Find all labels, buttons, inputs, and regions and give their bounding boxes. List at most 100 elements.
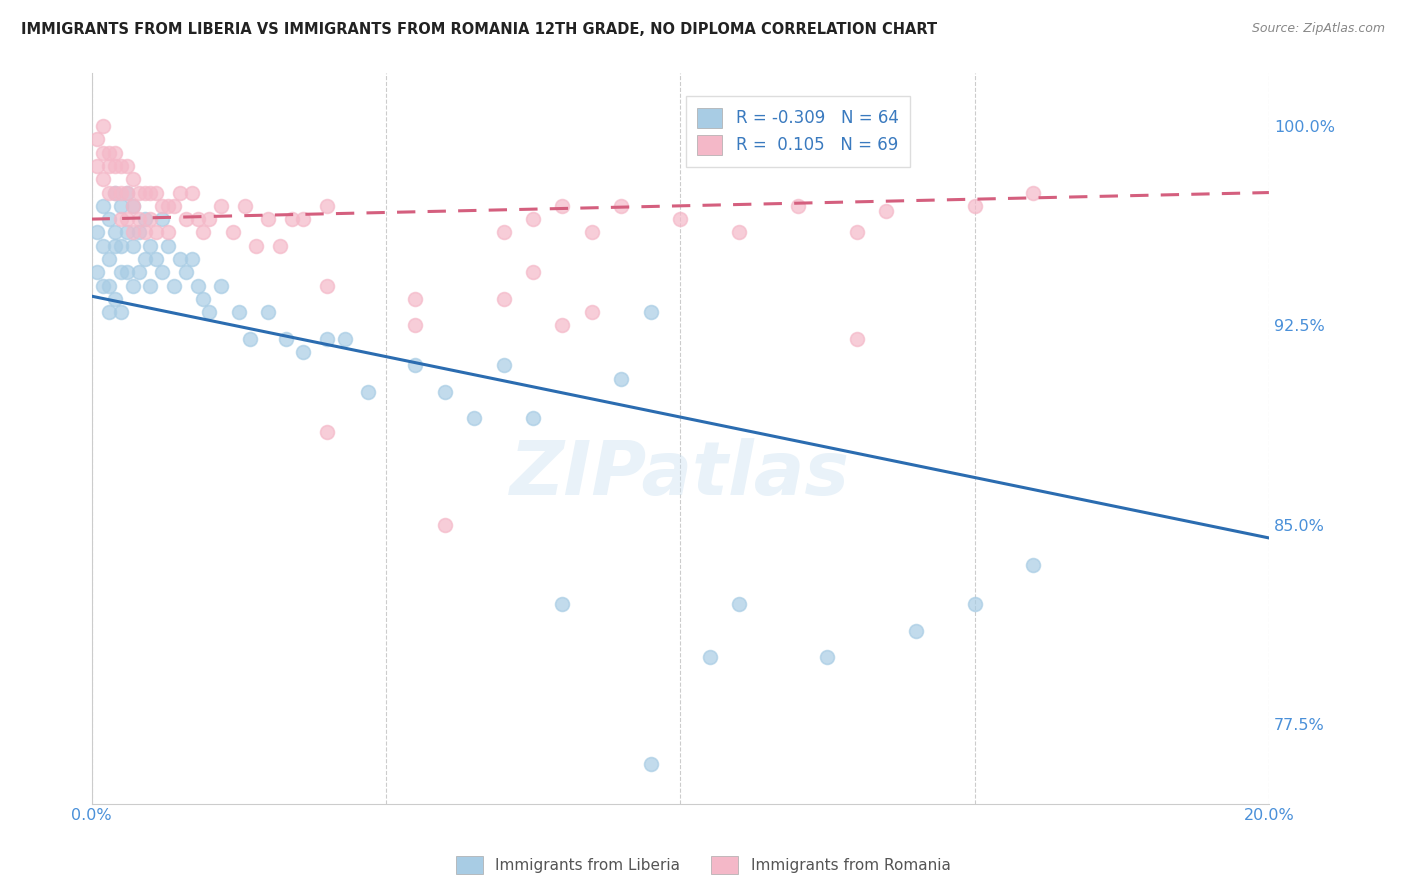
Text: IMMIGRANTS FROM LIBERIA VS IMMIGRANTS FROM ROMANIA 12TH GRADE, NO DIPLOMA CORREL: IMMIGRANTS FROM LIBERIA VS IMMIGRANTS FR… (21, 22, 938, 37)
Point (91, 278, 114, 293)
Point (699, 650, 721, 665)
Point (157, 199, 180, 213)
Point (198, 305, 221, 319)
Point (139, 278, 162, 293)
Point (121, 226, 143, 240)
Point (145, 186, 167, 200)
Point (357, 384, 380, 399)
Point (139, 238, 162, 252)
Point (104, 186, 127, 200)
Point (233, 199, 256, 213)
Point (669, 212, 692, 227)
Point (522, 212, 544, 227)
Point (551, 598, 574, 612)
Point (115, 226, 138, 240)
Point (110, 238, 132, 252)
Point (522, 411, 544, 425)
Legend: R = -0.309   N = 64, R =  0.105   N = 69: R = -0.309 N = 64, R = 0.105 N = 69 (686, 96, 910, 167)
Point (91, 119, 114, 133)
Point (139, 212, 162, 227)
Point (239, 332, 262, 346)
Point (280, 212, 302, 227)
Point (433, 384, 456, 399)
Point (104, 159, 127, 173)
Point (128, 265, 150, 279)
Point (86, 159, 108, 173)
Point (815, 650, 838, 665)
Point (134, 186, 156, 200)
Point (163, 278, 186, 293)
Point (145, 252, 167, 266)
Point (121, 238, 143, 252)
Point (174, 265, 197, 279)
Point (257, 212, 280, 227)
Point (121, 172, 143, 186)
Point (163, 199, 186, 213)
Point (492, 226, 515, 240)
Point (104, 238, 127, 252)
Point (186, 212, 208, 227)
Point (728, 226, 751, 240)
Point (209, 278, 232, 293)
Point (91, 145, 114, 160)
Point (150, 265, 173, 279)
Point (492, 358, 515, 372)
Point (292, 345, 315, 359)
Point (316, 332, 339, 346)
Point (104, 186, 127, 200)
Point (86, 265, 108, 279)
Text: ZIPatlas: ZIPatlas (510, 438, 851, 511)
Point (86, 226, 108, 240)
Point (492, 292, 515, 306)
Point (316, 278, 339, 293)
Point (257, 305, 280, 319)
Point (963, 199, 986, 213)
Point (404, 292, 426, 306)
Point (640, 756, 662, 771)
Point (145, 226, 167, 240)
Point (316, 425, 339, 439)
Point (115, 186, 138, 200)
Point (104, 226, 127, 240)
Point (640, 305, 662, 319)
Point (209, 199, 232, 213)
Point (228, 305, 250, 319)
Point (269, 238, 291, 252)
Point (91, 172, 114, 186)
Point (98, 252, 121, 266)
Point (404, 318, 426, 333)
Point (91, 238, 114, 252)
Point (963, 598, 986, 612)
Point (157, 238, 180, 252)
Point (104, 145, 127, 160)
Point (121, 278, 143, 293)
Point (134, 226, 156, 240)
Point (551, 199, 574, 213)
Point (292, 212, 315, 227)
Point (180, 186, 202, 200)
Point (98, 212, 121, 227)
Point (1022, 558, 1045, 572)
Point (139, 186, 162, 200)
Point (186, 278, 208, 293)
Point (110, 186, 132, 200)
Point (150, 199, 173, 213)
Point (904, 624, 927, 638)
Point (157, 226, 180, 240)
Point (274, 332, 297, 346)
Point (134, 212, 156, 227)
Point (193, 292, 215, 306)
Point (110, 265, 132, 279)
Point (169, 252, 191, 266)
Point (150, 212, 173, 227)
Point (98, 305, 121, 319)
Point (98, 145, 121, 160)
Point (98, 159, 121, 173)
Point (845, 226, 868, 240)
Point (581, 305, 603, 319)
Point (104, 292, 127, 306)
Point (110, 305, 132, 319)
Point (134, 252, 156, 266)
Point (180, 252, 202, 266)
Point (110, 159, 132, 173)
